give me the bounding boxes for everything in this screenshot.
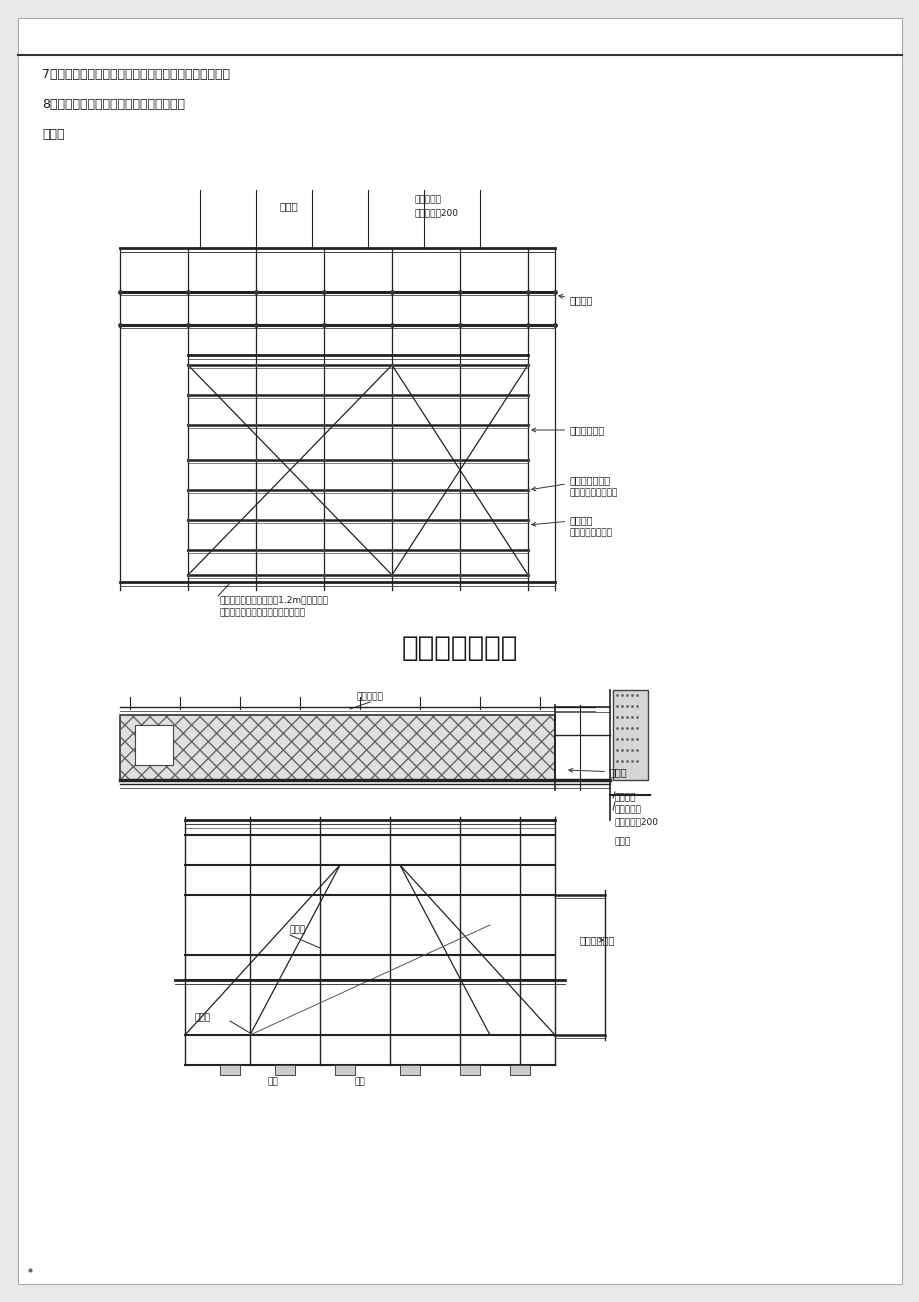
- Bar: [335, 1065, 355, 1075]
- Text: 外排手架立杆: 外排手架立杆: [579, 935, 615, 945]
- Text: 底座: 底座: [355, 1078, 366, 1086]
- Text: 建筑物: 建筑物: [279, 201, 299, 211]
- Text: 卸料平台立杆: 卸料平台立杆: [531, 424, 605, 435]
- Bar: [220, 1065, 240, 1075]
- Text: 建筑物: 建筑物: [614, 837, 630, 846]
- Text: 卸料平台水平杆: 卸料平台水平杆: [531, 475, 610, 491]
- Text: 扫地杆: 扫地杆: [195, 1013, 210, 1022]
- Text: 埋深不小于200: 埋深不小于200: [614, 818, 658, 827]
- Text: （三步设置一道）: （三步设置一道）: [570, 529, 612, 538]
- Bar: [400, 1065, 420, 1075]
- Text: 垫板: 垫板: [267, 1078, 278, 1086]
- Text: 附图：: 附图：: [42, 129, 64, 142]
- Text: 卸料平台平面图: 卸料平台平面图: [402, 634, 517, 661]
- Text: 外脚手架: 外脚手架: [558, 294, 593, 305]
- Text: 埋深不小于200: 埋深不小于200: [414, 208, 459, 217]
- Bar: [460, 1065, 480, 1075]
- Text: 满铺手板: 满铺手板: [614, 793, 636, 802]
- Text: 翻门: 翻门: [149, 741, 158, 750]
- Bar: [121, 716, 553, 779]
- Text: 预埋钢管，: 预埋钢管，: [614, 806, 641, 815]
- Text: 水平刀撑: 水平刀撑: [531, 516, 593, 526]
- Text: （上部兼辅脚手板）: （上部兼辅脚手板）: [570, 488, 618, 497]
- Text: 密目网封闭: 密目网封闭: [357, 693, 383, 702]
- Text: 预埋钢筋，: 预埋钢筋，: [414, 195, 441, 204]
- Bar: [119, 715, 554, 780]
- Bar: [275, 1065, 295, 1075]
- Text: 网封闭，上杆层中悬挂限载标识牌）: 网封闭，上杆层中悬挂限载标识牌）: [220, 608, 306, 617]
- Bar: [135, 725, 173, 766]
- Text: 7）当日作业后，应检查岗位周围情况，不得留有隐患；: 7）当日作业后，应检查岗位周围情况，不得留有隐患；: [42, 69, 230, 82]
- Text: 8）输送地面的杆件和扣件应分类堆放整齐: 8）输送地面的杆件和扣件应分类堆放整齐: [42, 99, 185, 112]
- Bar: [612, 690, 647, 780]
- Text: 剪刀撑: 剪刀撑: [289, 926, 306, 935]
- Bar: [509, 1065, 529, 1075]
- Text: 防护栏杆两道（防护高度1.2m，内侧密目: 防护栏杆两道（防护高度1.2m，内侧密目: [220, 595, 329, 604]
- Text: 挡脚板: 挡脚板: [568, 767, 627, 777]
